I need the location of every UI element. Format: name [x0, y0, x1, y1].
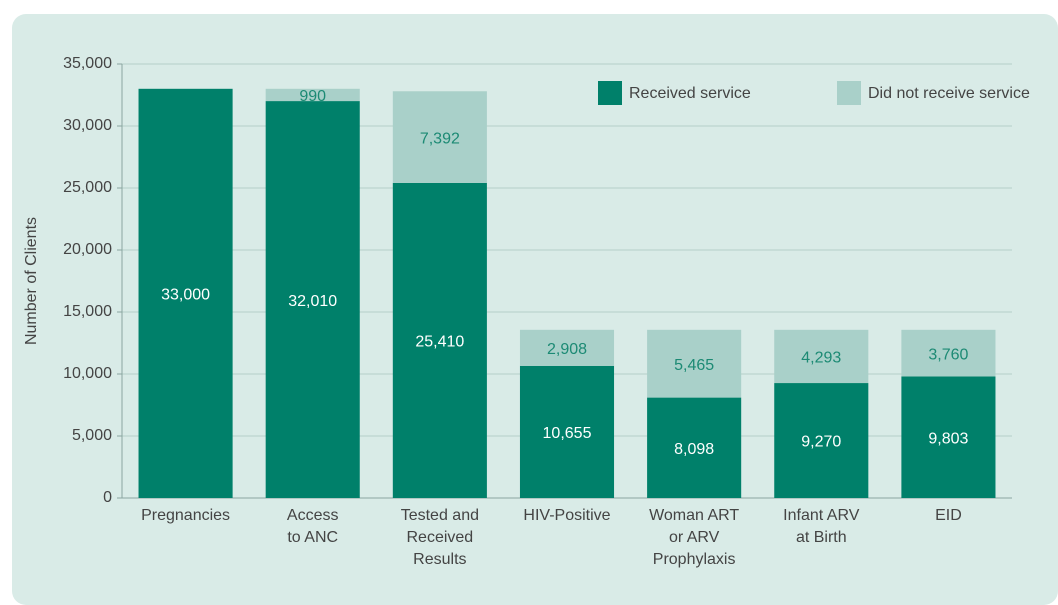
bar-segment [774, 329, 869, 384]
data-label: 33,000 [161, 287, 210, 304]
x-tick-label: Pregnancies [141, 507, 230, 524]
data-label: 7,392 [420, 130, 460, 147]
y-tick-label: 20,000 [63, 241, 112, 258]
data-label: 32,010 [288, 293, 337, 310]
y-tick-label: 25,000 [63, 179, 112, 196]
data-label: 4,293 [801, 350, 841, 367]
x-tick-label: Infant ARV [783, 507, 860, 524]
data-label: 2,908 [547, 341, 587, 358]
data-label: 9,270 [801, 434, 841, 451]
y-tick-label: 15,000 [63, 303, 112, 320]
bar-segment [265, 101, 360, 499]
bar-segment [392, 91, 487, 183]
x-tick-label: Woman ART [649, 507, 739, 524]
y-tick-label: 10,000 [63, 365, 112, 382]
x-tick-label: Tested and [401, 507, 479, 524]
bar-segment [901, 376, 996, 498]
data-label: 5,465 [674, 357, 714, 374]
x-tick-label: Prophylaxis [653, 551, 736, 568]
bar-segment [138, 88, 233, 499]
legend-label: Did not receive service [868, 85, 1030, 102]
data-label: 990 [299, 88, 326, 105]
x-tick-label: Results [413, 551, 466, 568]
y-tick-label: 5,000 [72, 427, 112, 444]
data-label: 10,655 [543, 425, 592, 442]
bar-segment [519, 329, 615, 366]
x-tick-label: or ARV [669, 529, 720, 546]
bar-segment [774, 383, 869, 498]
bar-segment [519, 365, 615, 498]
bar-segment [647, 329, 742, 398]
x-tick-label: EID [935, 507, 962, 524]
y-tick-label: 35,000 [63, 55, 112, 72]
x-tick-label: at Birth [796, 529, 847, 546]
legend-swatch [598, 81, 622, 105]
y-tick-label: 30,000 [63, 117, 112, 134]
x-tick-label: to ANC [287, 529, 338, 546]
data-label: 3,760 [928, 346, 968, 363]
data-label: 25,410 [415, 334, 464, 351]
x-tick-label: Received [407, 529, 474, 546]
data-label: 9,803 [928, 430, 968, 447]
y-tick-label: 0 [103, 489, 112, 506]
bar-segment [265, 88, 360, 102]
bar-segment [392, 182, 487, 498]
legend-swatch [837, 81, 861, 105]
y-axis-label: Number of Clients [23, 217, 40, 345]
bar-segment [647, 397, 742, 498]
legend-label: Received service [629, 85, 751, 102]
x-tick-label: HIV-Positive [523, 507, 610, 524]
data-label: 8,098 [674, 441, 714, 458]
bar-segment [901, 329, 996, 377]
x-tick-label: Access [287, 507, 339, 524]
